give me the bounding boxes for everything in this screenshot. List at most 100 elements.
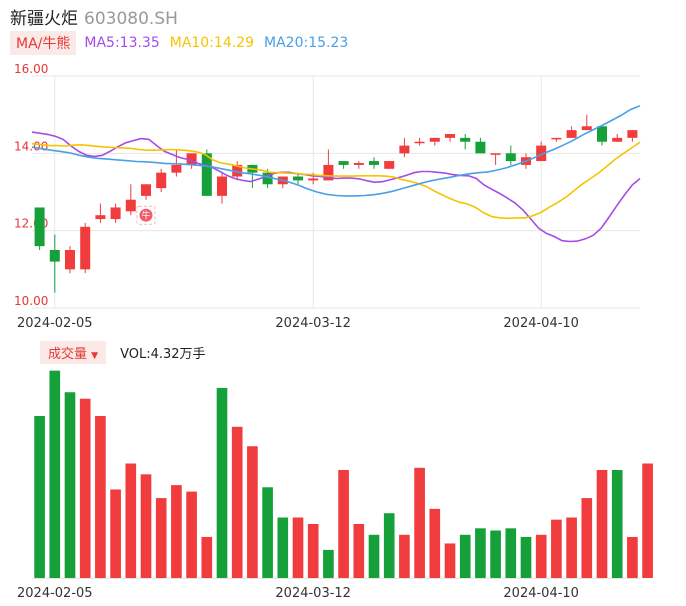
- stock-title: 新疆火炬 603080.SH: [10, 4, 178, 29]
- volume-button-label: 成交量: [48, 346, 88, 362]
- candle: [292, 176, 304, 181]
- bull-icon: [139, 208, 153, 222]
- volume-toggle-button[interactable]: 成交量 ▼: [40, 340, 107, 364]
- candle: [201, 153, 212, 196]
- candle: [125, 199, 136, 212]
- ma-legend: MA/牛熊 MA5:13.35 MA10:14.29 MA20:15.23: [10, 31, 358, 55]
- candle: [186, 153, 197, 165]
- candle: [460, 137, 471, 142]
- volume-bar: [353, 524, 365, 578]
- candle: [140, 184, 152, 196]
- volume-bar: [368, 534, 380, 578]
- candle: [444, 134, 456, 138]
- stock-name: 新疆火炬: [10, 9, 78, 29]
- chevron-down-icon: ▼: [91, 350, 99, 361]
- candle: [596, 126, 608, 142]
- volume-bar: [551, 519, 562, 578]
- candle: [338, 161, 349, 165]
- candle: [110, 207, 121, 220]
- volume-value: VOL:4.32万手: [120, 346, 206, 362]
- volume-bar: [429, 508, 441, 578]
- ma10-label: MA10:14.29: [169, 35, 255, 51]
- volume-bar: [95, 416, 106, 578]
- volume-bar: [110, 489, 121, 578]
- x-tick-label: 2024-02-05: [17, 586, 93, 601]
- candle: [384, 161, 395, 169]
- candle: [323, 164, 334, 181]
- x-tick-label: 2024-04-10: [503, 316, 579, 331]
- volume-bar: [292, 517, 304, 578]
- candle: [414, 141, 425, 144]
- candle: [49, 250, 60, 262]
- candle: [34, 207, 45, 247]
- volume-bar: [64, 392, 76, 578]
- x-tick-label: 2024-04-10: [503, 586, 579, 601]
- volume-bar: [566, 517, 577, 578]
- ma-toggle-button[interactable]: MA/牛熊: [10, 31, 77, 55]
- candle: [475, 141, 486, 154]
- volume-bar: [140, 474, 152, 578]
- y-tick-label: 14.00: [14, 139, 48, 153]
- y-tick-label: 16.00: [14, 62, 48, 76]
- volume-bar: [323, 549, 334, 578]
- x-tick-label: 2024-02-05: [17, 316, 93, 331]
- volume-bar: [475, 528, 486, 578]
- candle: [368, 161, 380, 165]
- volume-bar: [201, 536, 213, 578]
- ma5-label: MA5:13.35: [84, 35, 160, 51]
- candle: [551, 137, 562, 140]
- volume-bar: [216, 387, 228, 578]
- candle: [353, 163, 364, 165]
- candle: [171, 164, 182, 173]
- candle: [95, 215, 106, 220]
- badge-frame: [136, 205, 156, 225]
- volume-bar: [627, 536, 638, 578]
- ma20-label: MA20:15.23: [264, 35, 349, 51]
- candle: [490, 153, 501, 155]
- ma10-line: [31, 141, 641, 220]
- volume-bar: [155, 498, 167, 578]
- x-tick-label: 2024-03-12: [275, 316, 351, 331]
- candle: [581, 126, 592, 131]
- candle: [566, 130, 577, 138]
- volume-bar: [338, 470, 349, 578]
- volume-bar: [596, 470, 608, 578]
- y-tick-label: 10.00: [14, 294, 48, 308]
- volume-bar: [505, 528, 517, 578]
- volume-legend: 成交量 ▼ VOL:4.32万手: [40, 340, 206, 364]
- volume-bar: [171, 485, 182, 578]
- candle: [536, 145, 547, 162]
- candle: [612, 137, 623, 142]
- candle: [216, 176, 228, 196]
- volume-bar: [444, 543, 456, 578]
- candle: [232, 164, 243, 177]
- volume-bar: [459, 534, 471, 578]
- volume-bar: [186, 491, 197, 578]
- volume-bar: [581, 498, 593, 578]
- volume-bar: [277, 517, 289, 578]
- volume-bar: [535, 534, 547, 578]
- stock-code: 603080.SH: [84, 9, 178, 29]
- candle: [80, 226, 91, 270]
- volume-bar: [642, 463, 653, 578]
- candle: [627, 130, 638, 138]
- candle: [399, 145, 410, 154]
- bull-icon-glyph: 牛: [141, 210, 150, 222]
- volume-bar: [79, 398, 91, 578]
- x-tick-label: 2024-03-12: [275, 586, 351, 601]
- volume-bar: [49, 370, 61, 578]
- volume-bar: [262, 487, 273, 578]
- volume-bar: [34, 416, 45, 578]
- candle: [64, 250, 76, 270]
- volume-bar: [414, 467, 425, 578]
- candle: [505, 153, 516, 162]
- candle: [308, 178, 319, 181]
- volume-bar: [520, 536, 532, 578]
- volume-bar: [231, 426, 243, 578]
- ma20-line: [31, 105, 641, 197]
- candle: [156, 172, 167, 189]
- volume-bar: [490, 530, 501, 578]
- volume-bar: [611, 470, 623, 578]
- volume-bar: [247, 446, 258, 578]
